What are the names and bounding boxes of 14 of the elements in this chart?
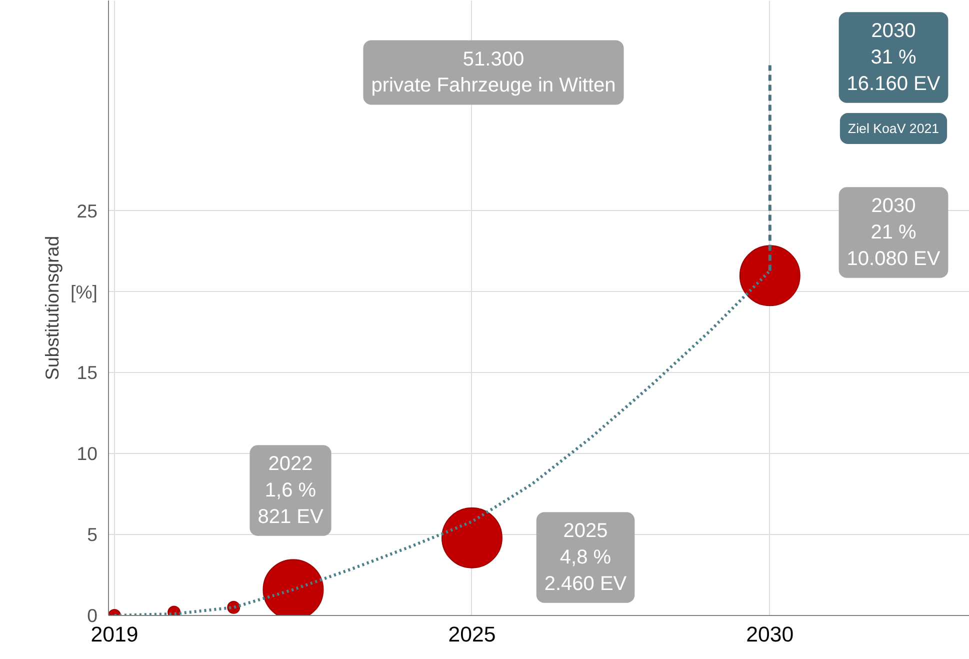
- annotation: 2030 21 % 10.080 EV: [846, 195, 941, 270]
- y-tick-label: 5: [87, 524, 98, 546]
- annotation: 51.300 private Fahrzeuge in Witten: [371, 48, 616, 97]
- y-tick-label: 25: [76, 200, 98, 222]
- y-tick-label: 10: [76, 443, 98, 464]
- annotation: Ziel KoaV 2021: [848, 121, 940, 136]
- annotation: 2030 31 % 16.160 EV: [846, 20, 941, 95]
- x-tick-label: 2025: [448, 622, 496, 646]
- annotation: 2025 4,8 % 2.460 EV: [544, 520, 628, 595]
- annotation: 2022 1,6 % 821 EV: [258, 453, 324, 528]
- y-axis-title: Substitutionsgrad: [42, 236, 63, 380]
- x-tick-label: 2030: [746, 622, 794, 646]
- y-tick-label: [%]: [70, 281, 98, 302]
- y-tick-label: 15: [76, 362, 98, 384]
